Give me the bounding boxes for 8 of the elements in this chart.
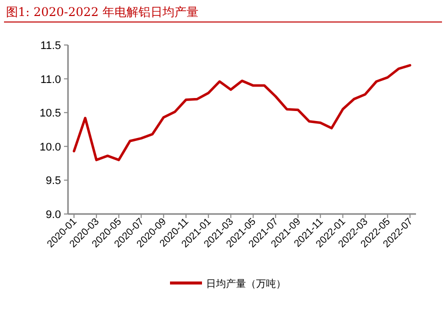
y-tick-label: 9.0 [46, 209, 61, 221]
title: 图1: 2020-2022 年电解铝日均产量 [6, 5, 198, 19]
y-tick-label: 10.0 [40, 141, 61, 154]
y-tick-label: 11.5 [40, 40, 61, 52]
legend-label: 日均产量（万吨） [206, 278, 286, 290]
y-tick-label: 11.0 [40, 74, 61, 86]
y-tick-label: 10.5 [40, 108, 61, 120]
y-tick-label: 9.5 [46, 175, 61, 188]
